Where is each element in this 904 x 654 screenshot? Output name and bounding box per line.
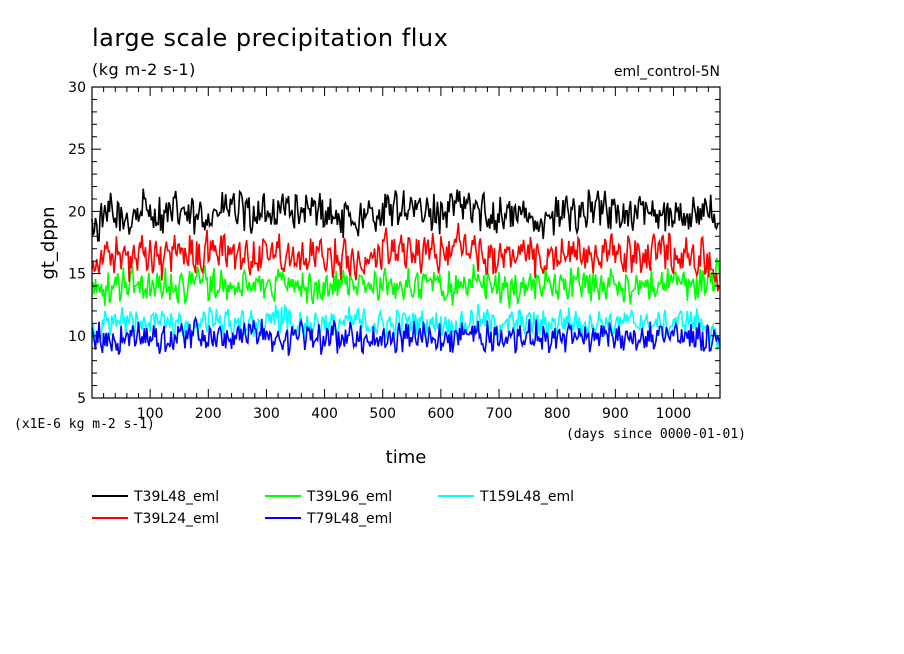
y-axis-label: gt_dppn <box>38 206 59 279</box>
x-tick-label: 800 <box>544 406 571 422</box>
legend-label-T39L24_eml: T39L24_eml <box>133 511 219 527</box>
chart-subtitle: (kg m-2 s-1) <box>92 60 196 79</box>
y-tick-label: 10 <box>68 329 86 345</box>
series-layer <box>91 188 721 356</box>
y-tick-label: 25 <box>68 142 86 158</box>
plot-frame <box>91 86 721 399</box>
x-tick-label: 300 <box>253 406 280 422</box>
series-line-T159L48_eml <box>91 303 721 350</box>
x-tick-label: 400 <box>311 406 338 422</box>
series-line-T39L48_eml <box>91 188 721 242</box>
legend-label-T159L48_eml: T159L48_eml <box>479 489 574 505</box>
legend: T39L48_eml T39L24_eml T39L96_eml T79L48_eml… <box>92 489 574 527</box>
x-tick-label: 1000 <box>656 406 692 422</box>
x-tick-label: 100 <box>137 406 164 422</box>
chart-annotation: eml_control-5N <box>614 64 720 80</box>
series-line-T39L96_eml <box>91 257 721 309</box>
x-unit-note: (days since 0000-01-01) <box>566 427 746 442</box>
legend-label-T79L48_eml: T79L48_eml <box>306 511 392 527</box>
x-tick-label: 200 <box>195 406 222 422</box>
y-tick-label: 30 <box>68 80 86 96</box>
legend-label-T39L48_eml: T39L48_eml <box>133 489 219 505</box>
legend-label-T39L96_eml: T39L96_eml <box>306 489 392 505</box>
x-tick-label: 600 <box>428 406 455 422</box>
x-tick-label: 900 <box>602 406 629 422</box>
ticks-layer: 5 10 15 20 25 30 100 200 300 400 500 600 700 800 900 10… <box>68 80 721 422</box>
x-tick-label: 500 <box>369 406 396 422</box>
x-tick-label: 700 <box>486 406 513 422</box>
x-axis-label: time <box>386 447 427 468</box>
y-tick-label: 5 <box>77 391 86 407</box>
y-tick-label: 15 <box>68 267 86 283</box>
series-line-T79L48_eml <box>91 315 721 356</box>
y-tick-label: 20 <box>68 204 86 220</box>
y-unit-note: (x1E-6 kg m-2 s-1) <box>14 417 155 432</box>
chart-title: large scale precipitation flux <box>92 24 448 52</box>
series-line-T39L24_eml <box>91 222 721 292</box>
